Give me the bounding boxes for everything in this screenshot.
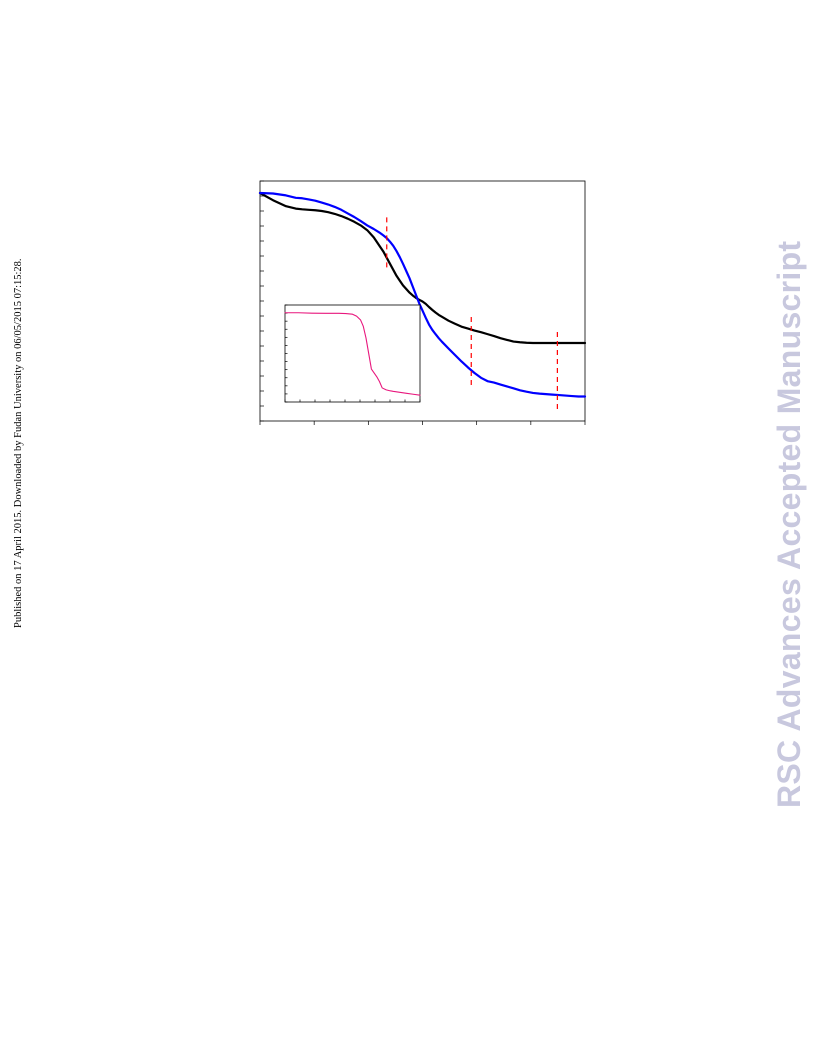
inset-frame [284,304,421,403]
main-series-line-1 [258,191,587,345]
inset-series-line-1 [284,312,421,396]
main-series-line-2 [258,191,587,398]
inset-plot-area [284,304,421,403]
